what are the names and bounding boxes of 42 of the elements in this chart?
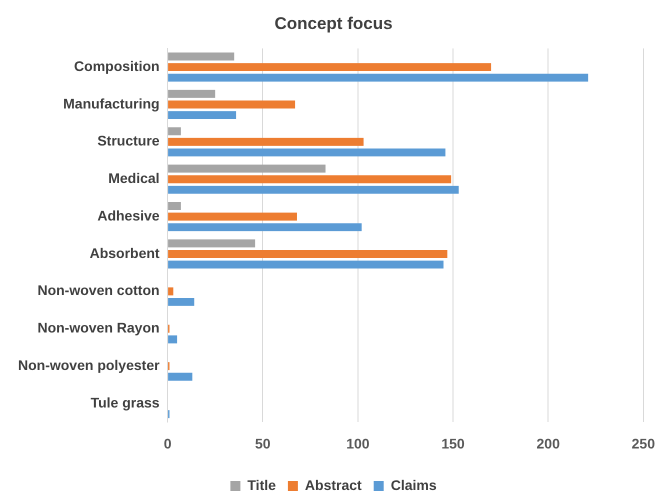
bar	[168, 63, 492, 72]
y-tick-label: Non-woven cotton	[37, 282, 160, 298]
y-tick-label: Absorbent	[90, 244, 160, 261]
bar	[168, 239, 256, 248]
legend-label: Abstract	[304, 476, 362, 493]
bar	[168, 148, 446, 156]
legend-label: Claims	[390, 476, 437, 493]
bar	[168, 202, 181, 210]
bar	[168, 164, 326, 173]
y-tick-label: Non-woven polyester	[18, 356, 160, 373]
y-tick-label: Non-woven Rayon	[37, 320, 160, 336]
y-tick-label: Adhesive	[97, 207, 160, 224]
bar	[168, 372, 192, 381]
bar	[168, 138, 364, 146]
bar	[168, 111, 236, 120]
bar	[168, 250, 448, 258]
bar	[168, 212, 297, 221]
x-tick-label: 250	[632, 435, 656, 452]
x-tick-label: 100	[346, 435, 370, 452]
x-tick-label: 0	[164, 435, 172, 452]
x-tick-label: 200	[536, 435, 560, 452]
bar	[168, 52, 234, 60]
y-tick-label: Manufacturing	[63, 95, 160, 112]
y-tick-label: Medical	[108, 170, 160, 186]
bar	[168, 127, 181, 136]
bar	[168, 298, 194, 306]
y-tick-label: Tule grass	[90, 394, 160, 410]
bar	[168, 90, 216, 98]
bar	[168, 287, 174, 296]
chart-title: Concept focus	[274, 14, 393, 33]
bar	[168, 186, 459, 194]
bar	[168, 335, 178, 344]
legend-label: Title	[247, 476, 276, 493]
y-tick-label: Composition	[74, 58, 160, 74]
bar	[168, 175, 452, 184]
bar	[168, 100, 296, 108]
x-tick-label: 150	[441, 435, 465, 452]
x-tick-label: 50	[254, 435, 271, 452]
bar	[168, 260, 444, 269]
bar	[168, 74, 588, 82]
bar	[168, 223, 362, 232]
y-tick-label: Structure	[97, 132, 160, 149]
